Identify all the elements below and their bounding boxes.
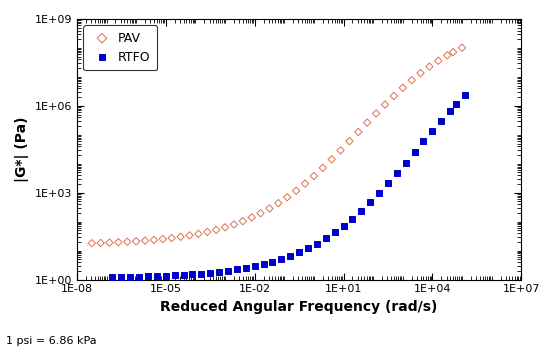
PAV <box>265 206 274 211</box>
PAV <box>96 240 105 246</box>
RTFO <box>188 272 197 277</box>
Legend: PAV, RTFO: PAV, RTFO <box>83 25 157 70</box>
PAV <box>434 58 443 63</box>
RTFO <box>197 271 206 277</box>
PAV <box>457 45 466 50</box>
RTFO <box>170 273 179 278</box>
RTFO <box>384 181 392 186</box>
RTFO <box>375 190 384 196</box>
PAV <box>319 165 327 171</box>
RTFO <box>135 274 144 279</box>
PAV <box>292 188 301 194</box>
RTFO <box>419 139 428 144</box>
PAV <box>220 224 229 230</box>
PAV <box>416 70 425 76</box>
PAV <box>327 156 336 162</box>
RTFO <box>259 261 268 267</box>
Y-axis label: |G*| (Pa): |G*| (Pa) <box>15 117 29 182</box>
PAV <box>114 239 123 245</box>
PAV <box>123 239 132 245</box>
RTFO <box>357 208 366 213</box>
RTFO <box>312 241 321 246</box>
RTFO <box>277 256 286 262</box>
PAV <box>132 238 140 244</box>
RTFO <box>437 118 446 123</box>
PAV <box>310 173 319 179</box>
RTFO <box>241 265 250 271</box>
PAV <box>390 93 398 99</box>
RTFO <box>410 149 419 155</box>
RTFO <box>392 170 401 176</box>
RTFO <box>144 274 153 279</box>
PAV <box>336 148 345 153</box>
PAV <box>211 227 220 233</box>
RTFO <box>108 274 117 280</box>
PAV <box>158 236 167 242</box>
PAV <box>354 129 363 135</box>
PAV <box>247 215 256 220</box>
RTFO <box>126 274 135 280</box>
RTFO <box>330 230 339 235</box>
PAV <box>448 49 457 55</box>
RTFO <box>215 269 224 275</box>
RTFO <box>117 274 126 280</box>
PAV <box>256 210 265 216</box>
PAV <box>274 200 283 206</box>
PAV <box>238 218 247 224</box>
PAV <box>345 138 354 144</box>
RTFO <box>339 223 348 229</box>
PAV <box>167 235 176 241</box>
PAV <box>425 64 434 69</box>
PAV <box>105 240 114 245</box>
Text: 1 psi = 6.86 kPa: 1 psi = 6.86 kPa <box>6 336 96 346</box>
RTFO <box>401 160 410 166</box>
RTFO <box>321 236 330 241</box>
PAV <box>185 233 194 238</box>
RTFO <box>162 273 170 279</box>
PAV <box>372 111 381 116</box>
PAV <box>407 77 416 83</box>
RTFO <box>452 101 461 107</box>
PAV <box>283 195 292 200</box>
RTFO <box>461 92 470 98</box>
PAV <box>381 102 390 107</box>
RTFO <box>233 267 241 272</box>
RTFO <box>366 199 375 205</box>
RTFO <box>348 216 357 222</box>
PAV <box>363 120 372 125</box>
X-axis label: Reduced Angular Frequency (rad/s): Reduced Angular Frequency (rad/s) <box>160 300 438 314</box>
PAV <box>443 52 452 58</box>
RTFO <box>446 108 455 113</box>
PAV <box>176 234 185 240</box>
PAV <box>203 229 211 235</box>
PAV <box>87 240 96 246</box>
RTFO <box>304 245 312 251</box>
RTFO <box>224 268 233 273</box>
RTFO <box>250 263 259 269</box>
PAV <box>301 181 310 187</box>
PAV <box>229 222 238 227</box>
RTFO <box>428 128 437 134</box>
RTFO <box>179 272 188 278</box>
PAV <box>194 231 203 237</box>
RTFO <box>268 259 277 265</box>
PAV <box>398 85 407 91</box>
RTFO <box>206 270 215 275</box>
PAV <box>149 237 158 243</box>
RTFO <box>286 253 295 259</box>
RTFO <box>295 250 304 255</box>
PAV <box>140 238 149 243</box>
RTFO <box>153 273 162 279</box>
